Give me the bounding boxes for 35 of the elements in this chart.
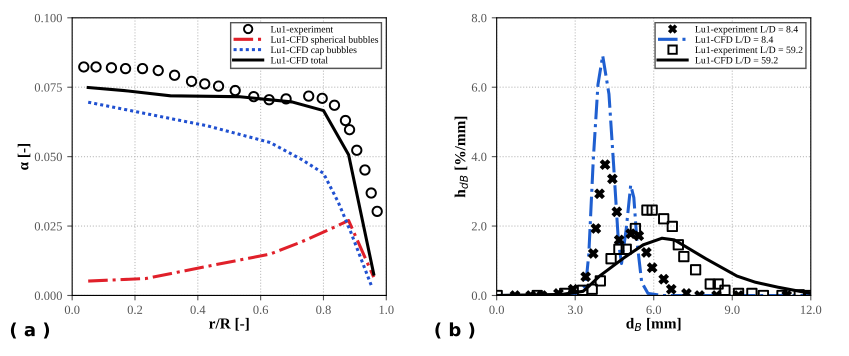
y-tick-label: 0.050	[34, 152, 62, 162]
text: ( b )	[435, 322, 474, 339]
y-tick-label: 0.000	[34, 292, 62, 300]
legend-label: Lu1-CFD L/D = 8.4	[695, 36, 774, 43]
legend-label: Lu1-experiment L/D = 8.4	[695, 26, 798, 34]
y-axis-title: α [-]	[18, 144, 30, 170]
x-tick-label: 6.0	[646, 306, 662, 314]
y-tick-label: 6.0	[472, 83, 486, 92]
x-tick-label: 0.0	[489, 306, 504, 314]
x-tick-label: 1.0	[380, 306, 394, 314]
x-tick-label: 12.0	[800, 306, 822, 314]
legend-label: Lu1-CFD cap bubbles	[270, 46, 357, 56]
x-tick-label: 0.8	[316, 306, 331, 314]
legend-label: Lu1-CFD L/D = 59.2	[695, 56, 778, 64]
y-tick-label: 0.100	[34, 14, 62, 22]
y-tick-label: 8.0	[472, 14, 486, 22]
y-tick-label: 4.0	[472, 152, 486, 162]
legend-label: Lu1-experiment L/D = 59.2	[695, 46, 802, 56]
x-axis-title: d$_{B}$ [mm]	[626, 318, 680, 331]
y-tick-label: 0.075	[34, 83, 62, 92]
y-tick-label: 2.0	[472, 222, 486, 231]
x-tick-label: 9.0	[724, 306, 740, 314]
x-tick-label: 0.6	[253, 306, 268, 314]
x-tick-label: 0.4	[190, 306, 206, 314]
legend-label: Lu1-CFD total	[270, 56, 328, 64]
x-axis-title: r/R [-]	[209, 318, 249, 331]
x-tick-label: 0.2	[128, 306, 142, 314]
y-axis-title: h$_{dB}$ [%/mm]	[454, 116, 468, 198]
x-tick-label: 3.0	[568, 306, 583, 314]
y-tick-label: 0.025	[34, 222, 62, 231]
text: ( a )	[10, 322, 50, 339]
legend-label: Lu1-CFD spherical bubbles	[270, 36, 378, 45]
legend-label: Lu1-experiment	[270, 26, 334, 34]
x-tick-label: 0.0	[64, 306, 80, 314]
y-tick-label: 0.0	[472, 292, 486, 300]
